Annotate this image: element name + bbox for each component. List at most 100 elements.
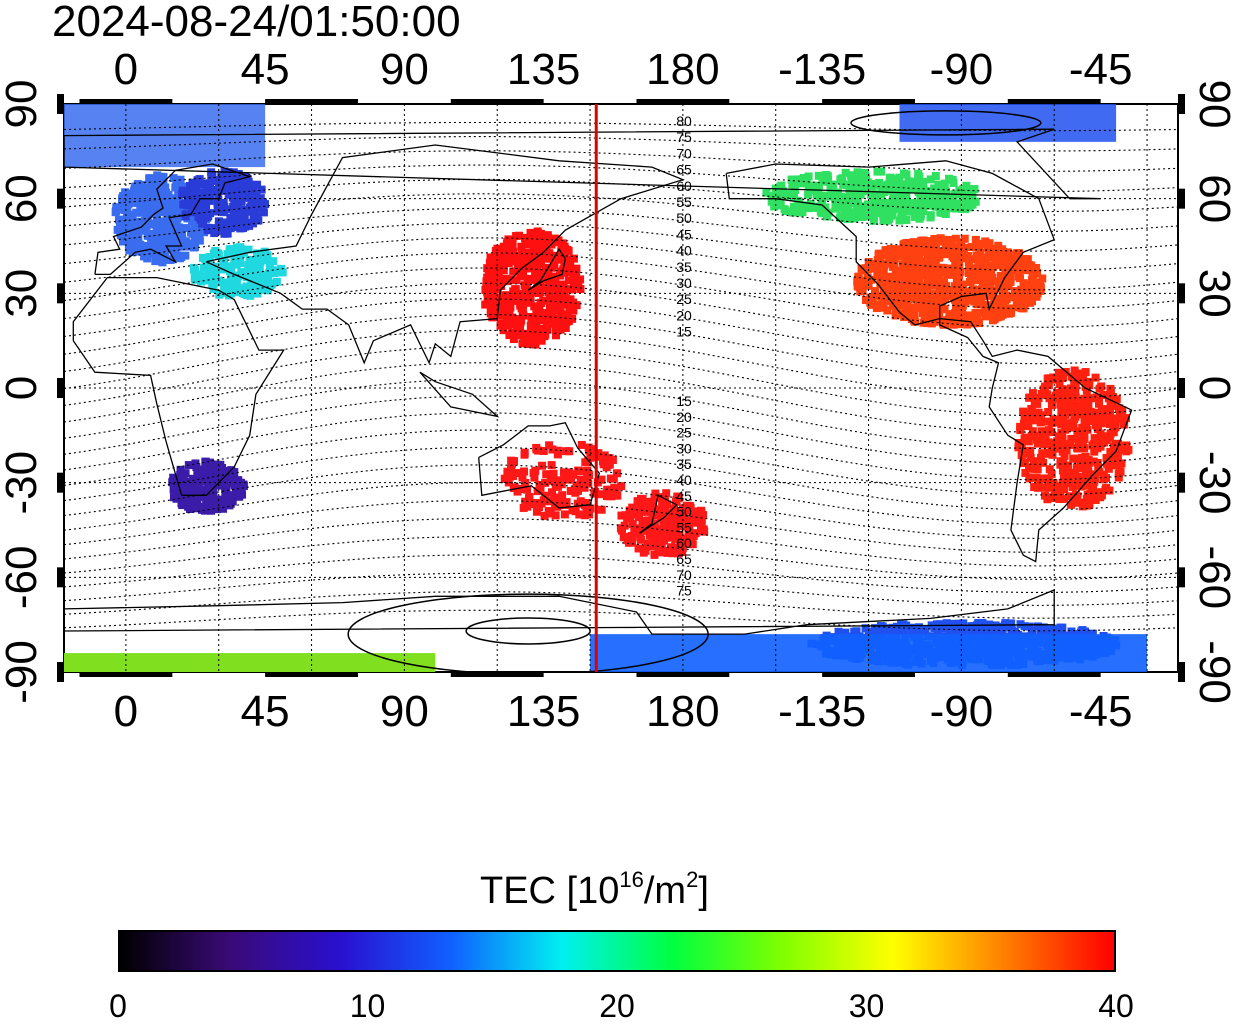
tec-cell — [1002, 275, 1011, 284]
tec-cell — [218, 200, 227, 209]
tec-cell — [671, 535, 680, 544]
tec-cell — [236, 246, 245, 255]
tec-cell — [1073, 401, 1082, 410]
tec-cell — [234, 209, 243, 218]
tec-cell — [515, 331, 524, 340]
tec-cell — [907, 285, 916, 294]
left-tick — [57, 567, 64, 588]
tec-cell — [1030, 483, 1039, 492]
tec-cell — [985, 246, 994, 255]
tec-cell — [252, 277, 261, 286]
tec-cell — [545, 319, 554, 328]
bottom-lon-label: 45 — [241, 687, 290, 736]
tec-cell — [526, 295, 535, 304]
tec-cell — [955, 259, 964, 268]
tec-cell — [199, 263, 208, 272]
tec-cell — [960, 234, 969, 243]
tec-cell — [937, 263, 946, 272]
tec-cell — [947, 270, 956, 279]
tec-cell — [158, 188, 167, 197]
tec-cell — [857, 264, 866, 273]
tec-cell — [565, 302, 574, 311]
tec-cell — [151, 249, 160, 258]
contour-label: 45 — [676, 488, 692, 504]
tec-cell — [1073, 444, 1082, 453]
colorbar-tick-label: 10 — [349, 988, 386, 1024]
axis-labels: 0 45 90 135 180 -135 -90 -45 0 45 90 135 180 -135 -90 -… — [0, 45, 1235, 736]
tec-cell — [272, 277, 281, 286]
tec-cell — [1097, 406, 1106, 415]
tec-cell — [646, 542, 655, 551]
tec-cell — [512, 231, 521, 240]
tec-cell — [153, 200, 162, 209]
tec-cell — [924, 319, 933, 328]
tec-cell — [237, 481, 246, 490]
tec-cell — [850, 208, 859, 217]
tec-cell — [891, 245, 900, 254]
tec-cell — [1028, 427, 1037, 436]
tec-cell — [796, 208, 805, 217]
tec-cell — [1028, 389, 1037, 398]
tec-cell — [1075, 480, 1084, 489]
tec-cell — [156, 254, 165, 263]
tec-cell — [691, 518, 700, 527]
tec-cell — [512, 469, 521, 478]
top-bar — [822, 99, 915, 104]
tec-cell — [1024, 422, 1033, 431]
tec-cell — [797, 177, 806, 186]
tec-cell — [1064, 392, 1073, 401]
tec-cell — [489, 291, 498, 300]
tec-cell — [1106, 401, 1115, 410]
tec-cell — [245, 287, 254, 296]
contour-line — [64, 121, 1178, 132]
tec-cell — [1124, 445, 1133, 454]
tec-cell — [956, 313, 965, 322]
tec-cell — [531, 466, 540, 475]
contour-label: 35 — [676, 259, 692, 275]
tec-cell — [861, 168, 870, 177]
tec-map: 8075706560555045403530252015152025303540… — [0, 45, 1235, 736]
tec-cell — [542, 470, 551, 479]
tec-cell — [572, 301, 581, 310]
tec-cell — [874, 264, 883, 273]
tec-cell — [1097, 416, 1106, 425]
tec-cell — [902, 170, 911, 179]
tec-cell — [249, 215, 258, 224]
tec-cell — [553, 300, 562, 309]
coastlines — [64, 128, 1133, 635]
tec-cell — [965, 268, 974, 277]
tec-cell — [571, 488, 580, 497]
tec-cell — [498, 306, 507, 315]
tec-cell — [1094, 463, 1103, 472]
left-tick — [57, 94, 64, 114]
tec-cell — [230, 207, 239, 216]
tec-cell — [130, 192, 139, 201]
tec-cell — [1025, 473, 1034, 482]
tec-cell — [234, 182, 243, 191]
tec-cell — [584, 479, 593, 488]
contour-label: 65 — [676, 551, 692, 567]
tec-cell — [969, 626, 978, 635]
tec-cell — [577, 440, 586, 449]
tec-cell — [190, 496, 199, 505]
tec-cell — [1008, 266, 1017, 275]
tec-cell — [560, 268, 569, 277]
tec-cell — [580, 511, 589, 520]
tec-cell — [186, 181, 195, 190]
tec-cell — [566, 258, 575, 267]
tec-cell — [862, 173, 871, 182]
tec-cell — [961, 199, 970, 208]
tec-cell — [254, 286, 263, 295]
tec-cell — [981, 237, 990, 246]
tec-cell — [595, 490, 604, 499]
tec-cell — [522, 332, 531, 341]
tec-cell — [136, 219, 145, 228]
tec-cell — [775, 198, 784, 207]
right-lat-label: -90 — [1190, 640, 1235, 704]
tec-cell — [921, 298, 930, 307]
tec-cell — [555, 493, 564, 502]
tec-cell — [526, 264, 535, 273]
tec-cell — [1060, 494, 1069, 503]
tec-cell — [263, 286, 272, 295]
contour-label: 30 — [676, 275, 692, 291]
